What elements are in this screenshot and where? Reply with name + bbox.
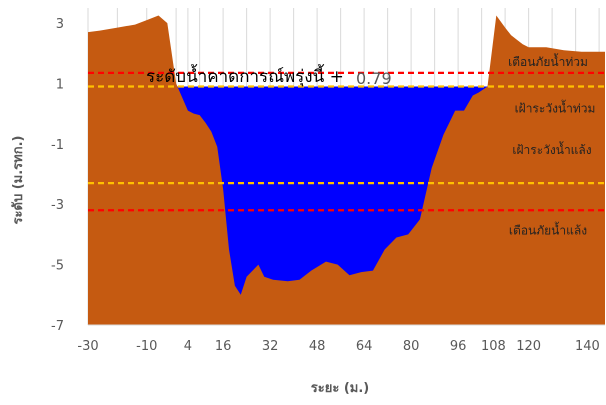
x-tick-label-5: 48 [309,339,326,354]
x-tick-label-0: -30 [77,339,98,354]
x-tick-label-7: 80 [403,339,420,354]
threshold-label-0: เตือนภัยน้ำท่วม [508,53,588,69]
x-tick-label-2: 4 [184,339,192,354]
x-axis-title: ระยะ (ม.) [311,381,369,396]
y-tick-label-3: -3 [51,198,64,213]
y-tick-label-4: -5 [51,259,64,274]
x-tick-label-1: -10 [136,339,157,354]
threshold-lines: เตือนภัยน้ำท่วมเฝ้าระวังน้ำท่วมเฝ้าระวัง… [88,53,605,237]
y-tick-label-1: 1 [56,77,64,92]
y-tick-label-2: -1 [51,138,64,153]
x-tick-label-3: 16 [215,339,232,354]
x-tick-label-10: 120 [516,339,541,354]
x-tick-label-6: 64 [356,339,373,354]
y-tick-labels: 3 1 -1 -3 -5 -7 [51,17,64,334]
forecast-annotation-label: ระดับน้ำคาดการณ์พรุ่งนี้ + [146,64,344,87]
threshold-label-1: เฝ้าระวังน้ำท่วม [515,99,596,115]
threshold-label-3: เตือนภัยน้ำแล้ง [509,221,587,237]
x-tick-label-9: 108 [481,339,506,354]
x-tick-label-4: 32 [262,339,279,354]
threshold-label-2: เฝ้าระวังน้ำแล้ง [512,141,591,157]
y-tick-label-5: -7 [51,319,64,334]
forecast-annotation-value: 0.79 [356,69,392,88]
x-tick-labels: -30 -10 4 16 32 48 64 80 96 108 120 140 [77,339,599,354]
x-tick-label-11: 140 [575,339,600,354]
y-tick-label-0: 3 [56,17,64,32]
x-tick-label-8: 96 [450,339,467,354]
y-axis-title: ระดับ (ม.รทก.) [11,136,26,225]
ground-profile-area [88,15,605,326]
